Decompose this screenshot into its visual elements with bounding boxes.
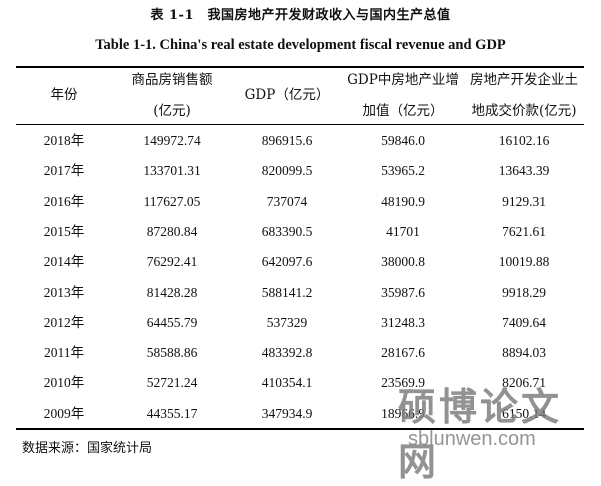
table-header-rule (16, 124, 584, 125)
value-cell: 6150.14 (502, 405, 546, 421)
table-row: 2017年 133701.31 820099.5 53965.2 13643.39 (16, 156, 584, 186)
value-cell: 41701 (386, 223, 420, 239)
value-cell: 642097.6 (261, 254, 313, 270)
value-cell: 76292.41 (146, 254, 198, 270)
value-cell: 81428.28 (146, 284, 198, 300)
year-cell: 2017年 (43, 163, 85, 179)
value-cell: 10019.88 (498, 254, 550, 270)
value-cell: 683390.5 (261, 223, 313, 239)
data-source-note: 数据来源：国家统计局 (22, 441, 153, 456)
table-row: 2012年 64455.79 537329 31248.3 7409.64 (16, 308, 584, 338)
table-top-rule (16, 66, 584, 68)
value-cell: 8894.03 (502, 345, 546, 361)
value-cell: 38000.8 (381, 254, 425, 270)
value-cell: 28167.6 (381, 345, 425, 361)
value-cell: 588141.2 (261, 284, 313, 300)
value-cell: 896915.6 (261, 133, 313, 148)
year-cell: 2012年 (43, 314, 85, 330)
table-row: 2014年 76292.41 642097.6 38000.8 10019.88 (16, 247, 584, 277)
value-cell: 53965.2 (381, 163, 425, 179)
value-cell: 64455.79 (146, 314, 198, 330)
value-cell: 149972.74 (143, 133, 201, 148)
value-cell: 48190.9 (381, 193, 425, 209)
header-added-value-line2: 加值（亿元） (362, 103, 444, 119)
header-land-line1: 房地产开发企业土 (470, 72, 578, 88)
value-cell: 347934.9 (261, 405, 313, 421)
table-caption-cn: 表 1-1 我国房地产开发财政收入与国内生产总值 (150, 8, 451, 23)
value-cell: 31248.3 (381, 314, 425, 330)
header-sales: 商品房销售额 (亿元) (112, 65, 232, 127)
year-cell: 2010年 (43, 375, 85, 391)
year-cell: 2013年 (43, 284, 85, 300)
table-bottom-rule (16, 428, 584, 430)
value-cell: 23569.9 (381, 375, 425, 391)
header-year-label: 年份 (50, 87, 78, 103)
value-cell: 9918.29 (502, 284, 546, 300)
value-cell: 44355.17 (146, 405, 198, 421)
value-cell: 820099.5 (261, 163, 313, 179)
value-cell: 59846.0 (381, 133, 425, 148)
header-gdp-label: GDP（亿元） (244, 87, 330, 103)
header-land-transaction: 房地产开发企业土 地成交价款(亿元) (464, 65, 584, 127)
header-gdp: GDP（亿元） (232, 80, 342, 111)
table-row: 2016年 117627.05 737074 48190.9 9129.31 (16, 187, 584, 217)
value-cell: 18966.9 (381, 405, 425, 421)
table-row: 2011年 58588.86 483392.8 28167.6 8894.03 (16, 338, 584, 368)
value-cell: 537329 (266, 314, 308, 330)
value-cell: 410354.1 (261, 375, 313, 391)
value-cell: 35987.6 (381, 284, 425, 300)
header-land-line2: 地成交价款(亿元) (471, 103, 577, 119)
watermark-en: sblunwen.com (408, 428, 536, 450)
header-added-value-line1: GDP中房地产业增 (347, 72, 459, 88)
value-cell: 133701.31 (143, 163, 201, 179)
table-caption-en: Table 1-1. China's real estate developme… (95, 37, 506, 53)
year-cell: 2015年 (43, 223, 85, 239)
value-cell: 13643.39 (498, 163, 550, 179)
year-cell: 2016年 (43, 193, 85, 209)
value-cell: 483392.8 (261, 345, 313, 361)
header-realestate-added-value: GDP中房地产业增 加值（亿元） (342, 65, 464, 127)
year-cell: 2014年 (43, 254, 85, 270)
table-row: 2009年 44355.17 347934.9 18966.9 6150.14 (16, 399, 584, 429)
table-row: 2013年 81428.28 588141.2 35987.6 9918.29 (16, 278, 584, 308)
table-row: 2010年 52721.24 410354.1 23569.9 8206.71 (16, 368, 584, 398)
year-cell: 2011年 (44, 345, 84, 361)
table-row: 2015年 87280.84 683390.5 41701 7621.61 (16, 217, 584, 247)
header-sales-line2: (亿元) (153, 103, 191, 119)
year-cell: 2009年 (43, 405, 85, 421)
value-cell: 9129.31 (502, 193, 546, 209)
value-cell: 117627.05 (143, 193, 201, 209)
value-cell: 16102.16 (498, 133, 550, 148)
year-cell: 2018年 (43, 133, 85, 148)
value-cell: 7409.64 (502, 314, 546, 330)
value-cell: 87280.84 (146, 223, 198, 239)
value-cell: 7621.61 (502, 223, 546, 239)
value-cell: 737074 (266, 193, 308, 209)
header-sales-line1: 商品房销售额 (131, 72, 213, 88)
value-cell: 52721.24 (146, 375, 198, 391)
value-cell: 58588.86 (146, 345, 198, 361)
header-year: 年份 (16, 80, 112, 111)
value-cell: 8206.71 (502, 375, 546, 391)
table-row: 2018年 149972.74 896915.6 59846.0 16102.16 (16, 126, 584, 156)
